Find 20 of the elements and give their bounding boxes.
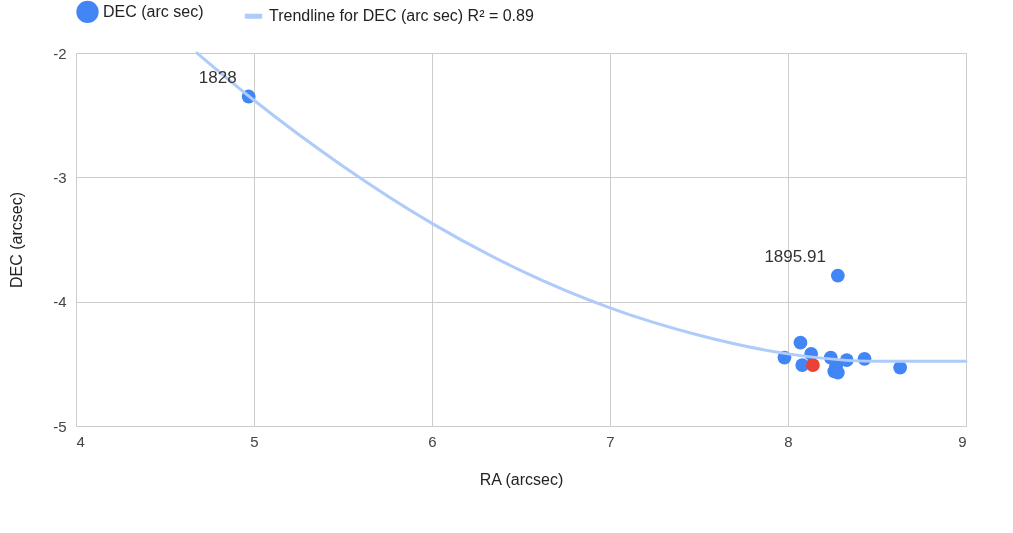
x-tick-label: 6 [428, 432, 437, 450]
x-tick-label: 5 [250, 432, 259, 450]
y-tick-label: -5 [53, 417, 67, 435]
x-tick-label: 9 [958, 432, 967, 450]
y-tick-label: -2 [53, 44, 67, 62]
point [793, 335, 808, 350]
annotation: 1895.91 [764, 246, 826, 266]
annotation: 1828 [198, 67, 237, 87]
y-tick-label: -3 [53, 168, 67, 186]
line-series [195, 51, 968, 363]
point [830, 268, 845, 283]
y-tick-label: -4 [53, 293, 67, 311]
x-tick-label: 8 [784, 432, 793, 450]
legend-label: Trendline for DEC (arc sec) R² = 0.89 [269, 7, 534, 25]
legend-label: DEC (arc sec) [103, 2, 204, 20]
point [806, 358, 820, 372]
y-axis-title: DEC (arcsec) [8, 191, 26, 289]
x-tick-label: 7 [606, 432, 615, 450]
x-tick-label: 4 [76, 432, 85, 450]
x-axis-title: RA (arcsec) [479, 470, 564, 488]
